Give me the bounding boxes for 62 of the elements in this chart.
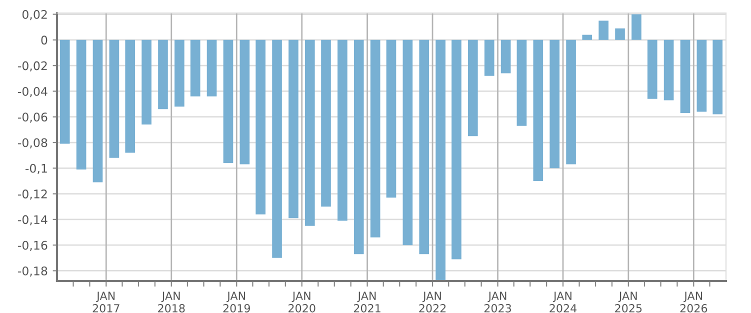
bar: [664, 40, 674, 100]
bar: [500, 40, 511, 74]
y-tick-label: -0,12: [18, 190, 47, 200]
x-tick-label: JAN 2024: [550, 292, 577, 312]
y-tick-label: -0,18: [18, 266, 48, 277]
y-tick-label: -0,08: [18, 138, 48, 148]
y-tick-label: -0,1: [26, 164, 47, 174]
bar: [76, 40, 86, 170]
x-tick-label: JAN 2020: [288, 292, 316, 312]
bar: [484, 40, 494, 76]
bar: [598, 20, 608, 40]
y-tick-label: -0,06: [18, 112, 48, 123]
bar: [386, 40, 396, 198]
y-tick-label: -0,02: [18, 61, 47, 72]
bar: [582, 34, 592, 40]
bar: [516, 40, 527, 126]
y-tick-label: 0: [41, 36, 48, 45]
bar: [190, 40, 200, 96]
bar: [402, 40, 413, 246]
bar: [158, 40, 168, 110]
bar: [550, 40, 560, 168]
bar: [354, 40, 364, 254]
bar: [272, 40, 282, 258]
bar: [256, 40, 266, 214]
y-tick-label: -0,16: [18, 240, 48, 251]
x-tick-label: JAN 2026: [680, 292, 708, 312]
bar: [109, 40, 120, 158]
bar: [419, 40, 430, 254]
bar: [647, 40, 658, 99]
bar: [174, 40, 184, 107]
x-tick-label: JAN 2025: [615, 292, 642, 312]
y-tick-label: -0,04: [18, 86, 48, 98]
bar: [680, 40, 690, 114]
x-tick-label: JAN 2022: [419, 292, 446, 312]
bar: [468, 40, 478, 136]
x-tick-label: JAN 2021: [354, 292, 380, 312]
y-tick-label: -0,14: [18, 215, 48, 226]
bar: [206, 40, 217, 96]
x-tick-label: JAN 2019: [223, 292, 250, 312]
bar: [712, 40, 723, 114]
x-tick-label: JAN 2018: [158, 292, 185, 312]
bar: [142, 40, 152, 125]
bar: [321, 40, 331, 207]
bar: [452, 40, 462, 260]
bar: [436, 40, 446, 281]
bar: [92, 40, 103, 182]
bar: [60, 40, 70, 144]
y-tick-label: 0,02: [22, 10, 47, 20]
x-tick-label: JAN 2023: [484, 292, 512, 312]
bar: [240, 40, 250, 164]
bar: [370, 40, 380, 238]
bar: [533, 40, 544, 181]
bar: [304, 40, 315, 226]
bar: [338, 40, 348, 221]
bar: [223, 40, 234, 164]
x-tick-label: JAN 2017: [92, 292, 120, 312]
bar: [615, 28, 625, 40]
bar: [566, 40, 576, 164]
bar: [632, 14, 642, 40]
bar: [288, 40, 298, 218]
bar: [696, 40, 707, 112]
bar: [125, 40, 136, 153]
